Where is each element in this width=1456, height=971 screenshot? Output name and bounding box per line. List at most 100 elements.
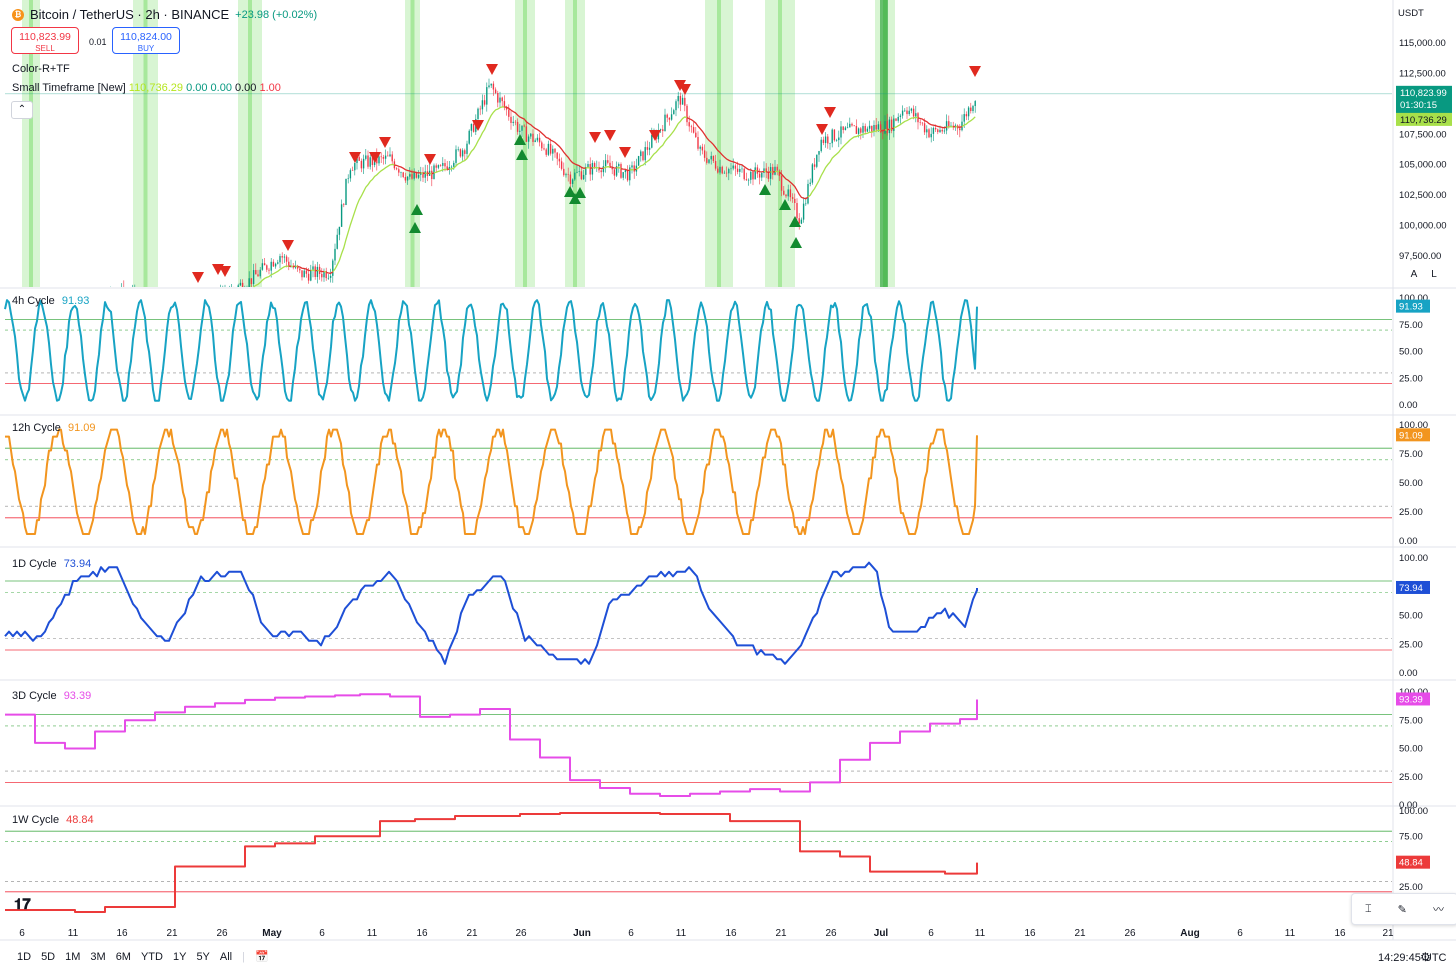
candle-body [899, 115, 902, 117]
candle-body [732, 165, 734, 169]
oscillator-line-4h [4, 299, 978, 402]
tf-6m[interactable]: 6M [115, 950, 131, 963]
candle-body [739, 169, 741, 172]
buy-button[interactable]: 110,824.00 BUY [112, 27, 180, 54]
price-tick-label: 105,000.00 [1399, 160, 1447, 171]
small-tf-label: Small Timeframe [New] [12, 82, 126, 94]
time-tick-label: 6 [628, 928, 634, 939]
candle-body [648, 147, 651, 150]
oscillator-panes [4, 299, 978, 913]
auto-scale-button[interactable]: A [1410, 269, 1418, 280]
tradingview-logo[interactable]: 𝟏𝟕 [14, 896, 31, 913]
candle-body [972, 106, 974, 112]
collapse-legend-button[interactable]: ⌃ [11, 101, 33, 119]
highlight-band [765, 0, 795, 287]
moving-average-line [620, 168, 630, 172]
candle-body [481, 100, 484, 110]
tf-1m[interactable]: 1M [65, 950, 81, 963]
moving-average-line [880, 129, 886, 132]
candle-body [455, 149, 457, 163]
candle-body [391, 154, 393, 162]
symbol-title[interactable]: Bitcoin / TetherUS · 2h · BINANCE [30, 7, 230, 22]
indicator-small-timeframe[interactable]: Small Timeframe [New] 110,736.29 0.00 0.… [12, 82, 281, 94]
pane-value: 91.93 [61, 295, 90, 307]
candle-body [505, 107, 508, 110]
candle-body [752, 171, 754, 180]
candle-body [439, 165, 442, 166]
currency-label[interactable]: USDT [1398, 8, 1424, 19]
brush-icon[interactable]: 〰 [1432, 904, 1444, 916]
candle-body [642, 151, 644, 161]
osc-tick-label: 0.00 [1399, 400, 1418, 411]
candle-body [600, 170, 602, 173]
candle-body [831, 129, 833, 144]
tf-all[interactable]: All [219, 950, 233, 963]
moving-average-line [961, 116, 976, 128]
osc-tick-label: 100.00 [1399, 553, 1428, 564]
candle-body [882, 132, 884, 134]
candle-body [919, 122, 921, 123]
moving-average-line [891, 127, 895, 130]
candle-body [725, 172, 728, 174]
log-scale-button[interactable]: L [1431, 269, 1437, 280]
candle-body [382, 156, 385, 159]
settings-icon[interactable]: ⚙ [1420, 950, 1431, 964]
pane-title-1d[interactable]: 1D Cycle 73.94 [12, 558, 91, 570]
calendar-icon[interactable]: 📅 [255, 951, 269, 963]
sell-button[interactable]: 110,823.99 SELL [11, 27, 79, 54]
candle-body [963, 114, 965, 122]
pane-title-12h[interactable]: 12h Cycle 91.09 [12, 422, 96, 434]
candle-body [411, 174, 413, 179]
tf-5y[interactable]: 5Y [196, 950, 210, 963]
candle-body [413, 172, 415, 179]
tf-ytd[interactable]: YTD [140, 950, 163, 963]
candle-body [939, 129, 941, 133]
pane-title-3d[interactable]: 3D Cycle 93.39 [12, 690, 91, 702]
candle-body [305, 270, 308, 274]
moving-average-line [957, 125, 963, 128]
pane-title-1w[interactable]: 1W Cycle 48.84 [12, 814, 94, 826]
candle-body [464, 150, 466, 154]
buy-signal-arrow [779, 199, 791, 210]
tf-1d[interactable]: 1D [17, 950, 32, 963]
candle-body [334, 248, 336, 261]
utc-clock[interactable]: 14:29:45 UTC [1378, 952, 1447, 964]
candle-body [435, 165, 437, 168]
pane-value: 73.94 [63, 558, 92, 570]
order-quantity[interactable]: 0.01 [89, 37, 107, 47]
candle-body [853, 125, 855, 127]
ma-price-text: 110,736.29 [1400, 115, 1447, 126]
tf-5d[interactable]: 5D [41, 950, 56, 963]
pane-value-tag-text: 93.39 [1399, 694, 1423, 705]
candle-body [589, 164, 591, 175]
pane-title-4h[interactable]: 4h Cycle 91.93 [12, 295, 89, 307]
osc-tick-label: 0.00 [1399, 536, 1418, 547]
sell-signal-arrow [424, 154, 436, 165]
candle-body [857, 128, 860, 134]
crosshair-icon[interactable]: ⌶ [1365, 902, 1372, 915]
candle-body [351, 170, 354, 171]
candle-body [508, 109, 510, 117]
candle-body [780, 175, 783, 191]
time-tick-label: 26 [1124, 928, 1136, 939]
candle-body [950, 125, 952, 127]
tf-1y[interactable]: 1Y [172, 950, 187, 963]
candle-body [717, 168, 719, 173]
candle-body [437, 165, 440, 168]
candle-body [299, 268, 301, 271]
candle-body [281, 256, 283, 258]
indicator-color-rtf[interactable]: Color-R+TF [12, 63, 70, 75]
candle-body [772, 167, 774, 175]
candle-body [263, 263, 266, 266]
gridlines [0, 0, 1456, 941]
osc-tick-label: 75.00 [1399, 449, 1423, 460]
moving-average-line [585, 166, 591, 170]
candle-body [783, 190, 785, 195]
tf-3m[interactable]: 3M [90, 950, 106, 963]
osc-tick-label: 100.00 [1399, 293, 1428, 304]
candle-body [499, 97, 501, 103]
candle-body [314, 266, 316, 277]
pen-icon[interactable]: ✎ [1397, 903, 1407, 916]
symbol-header[interactable]: ₿ Bitcoin / TetherUS · 2h · BINANCE +23.… [12, 7, 317, 22]
